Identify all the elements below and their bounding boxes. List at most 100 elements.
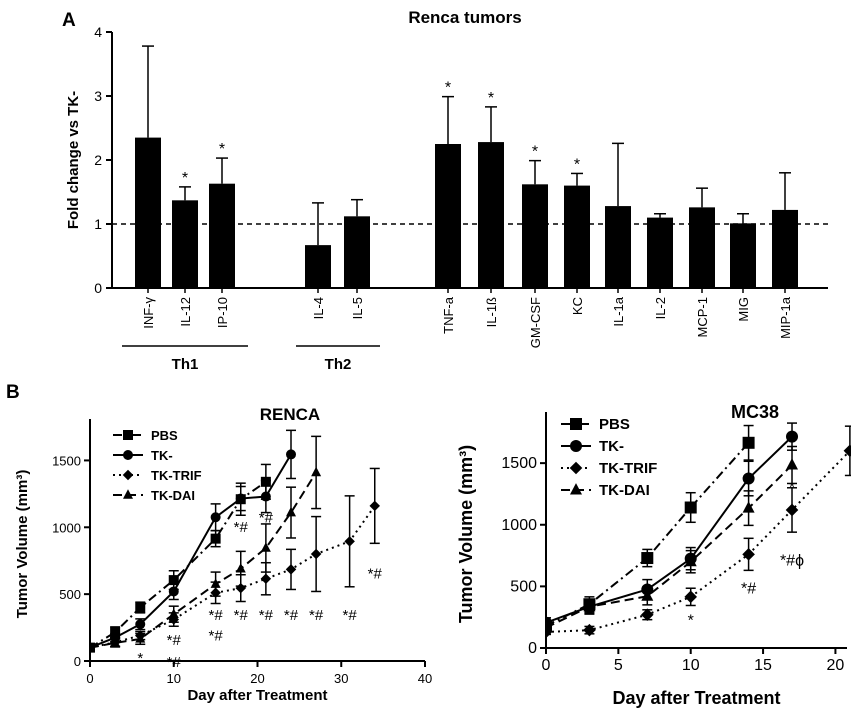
x-tick-label: IL-12 [178, 297, 193, 327]
chart-title: Renca tumors [408, 8, 521, 27]
bar-il-2 [647, 217, 673, 288]
data-point-tk-dai [235, 562, 246, 573]
bar-il-4 [305, 245, 331, 288]
legend-marker-pbs [570, 418, 582, 430]
y-tick-label: 500 [59, 587, 81, 602]
x-tick-label: MIP-1a [778, 296, 793, 339]
significance-star: * [488, 90, 494, 107]
significance-annotation: *# [167, 654, 182, 671]
bar-inf [135, 137, 161, 288]
y-tick-label: 1000 [501, 517, 537, 534]
x-tick-label: 0 [86, 671, 93, 686]
series-tk [546, 422, 799, 629]
legend-label-pbs: PBS [599, 416, 630, 433]
legend-label-tk-dai: TK-DAI [151, 488, 195, 503]
line-chart-renca-tumor-volume: RENCA Day after Treatment Tumor Volume (mm… [14, 405, 432, 704]
data-point-pbs [641, 552, 654, 565]
data-point-tk-trif [640, 608, 654, 622]
data-point-tk-trif [344, 536, 355, 547]
panel-label-b: B [6, 382, 20, 403]
data-point-pbs [135, 602, 146, 613]
significance-annotation: *# [234, 519, 249, 536]
group-label-th1: Th1 [172, 356, 199, 373]
legend: PBS TK- TK-TRIF TK-DAI [113, 428, 202, 503]
series-line-tk-dai [546, 464, 793, 629]
panel-label-a: A [62, 10, 76, 31]
legend-label-tk-trif: TK-TRIF [599, 460, 657, 477]
significance-annotation: *#ϕ [780, 552, 804, 569]
data-point-pbs [168, 575, 179, 586]
significance-annotation: *# [209, 607, 224, 624]
data-point-tk [210, 512, 221, 523]
data-point-tk-dai [168, 608, 179, 618]
y-tick-label: 500 [510, 578, 537, 595]
x-tick-label: 20 [827, 657, 845, 674]
x-tick-label: IL-5 [350, 297, 365, 319]
x-tick-label: IL-1a [611, 296, 626, 326]
bar-il-1 [478, 142, 504, 288]
significance-star: * [574, 156, 580, 173]
data-point-pbs [110, 627, 121, 638]
data-point-tk [235, 493, 246, 504]
data-point-tk [260, 491, 271, 502]
x-tick-label: 20 [250, 671, 264, 686]
bar-ip-10 [209, 183, 235, 288]
x-tick-label: IL-4 [311, 297, 326, 319]
significance-star: * [219, 141, 225, 158]
data-point-tk [786, 430, 799, 443]
y-tick-label: 0 [528, 640, 537, 657]
data-point-tk-dai [286, 506, 296, 517]
legend-label-tk: TK- [599, 438, 624, 455]
x-axis-label: Day after Treatment [187, 687, 327, 704]
bar-mip-1a [772, 209, 798, 288]
data-point-tk-trif [310, 548, 322, 560]
data-point-tk-dai [260, 542, 271, 552]
data-point-tk-trif [369, 500, 380, 512]
chart-title: RENCA [260, 405, 320, 424]
bar-mig [730, 223, 756, 288]
data-point-tk [135, 619, 146, 630]
data-point-tk-dai [546, 620, 552, 633]
x-tick-label: KC [570, 297, 585, 315]
series-tk-dai [90, 435, 322, 652]
series-line-tk [546, 435, 793, 624]
x-tick-label: IP-10 [215, 297, 230, 328]
data-point-tk-dai [90, 641, 95, 652]
data-point-tk-dai [684, 554, 697, 567]
legend-label-tk: TK- [151, 448, 173, 463]
x-tick-label: GM-CSF [528, 297, 543, 348]
data-point-tk-trif [684, 590, 698, 604]
legend-label-tk-dai: TK-DAI [599, 482, 650, 499]
data-point-tk-dai [110, 637, 121, 647]
x-tick-label: IL-1ß [484, 297, 499, 327]
data-point-tk-trif [260, 573, 272, 585]
legend-marker-tk-trif [122, 469, 134, 481]
data-point-tk-trif [785, 503, 799, 517]
significance-annotation: *# [284, 607, 299, 624]
x-tick-label: INF-γ [141, 297, 156, 329]
y-tick-label: 2 [94, 152, 102, 168]
x-axis-label: Day after Treatment [612, 688, 780, 708]
y-tick-label: 1500 [501, 455, 537, 472]
significance-annotation: *# [259, 510, 274, 527]
x-tick-label: MCP-1 [695, 297, 710, 337]
bar-tnf-a [435, 144, 461, 288]
bar-chart-renca-cytokines: Renca tumors Fold change vs TK- 0 1 2 3 4 INF-γ… [65, 8, 828, 373]
legend-marker-tk-trif [569, 461, 583, 475]
line-chart-mc38-tumor-volume: MC38 Day after Treatment Tumor Volume (mm³… [456, 402, 851, 708]
data-point-tk [168, 586, 179, 597]
y-tick-label: 0 [94, 280, 102, 296]
data-point-tk-trif [583, 623, 596, 637]
legend: PBS TK- TK-TRIF TK-DAI [561, 416, 657, 499]
x-tick-label: 5 [614, 657, 623, 674]
significance-annotation: *# [309, 607, 324, 624]
x-tick-label: 10 [682, 657, 700, 674]
data-point-tk-dai [210, 578, 221, 588]
x-tick-label: 15 [754, 657, 772, 674]
group-label-th2: Th2 [325, 356, 352, 373]
x-tick-label: 40 [418, 671, 432, 686]
legend-marker-pbs [123, 430, 133, 440]
data-point-tk-dai [742, 501, 755, 513]
data-point-pbs [742, 436, 755, 449]
legend-marker-tk [123, 450, 133, 460]
